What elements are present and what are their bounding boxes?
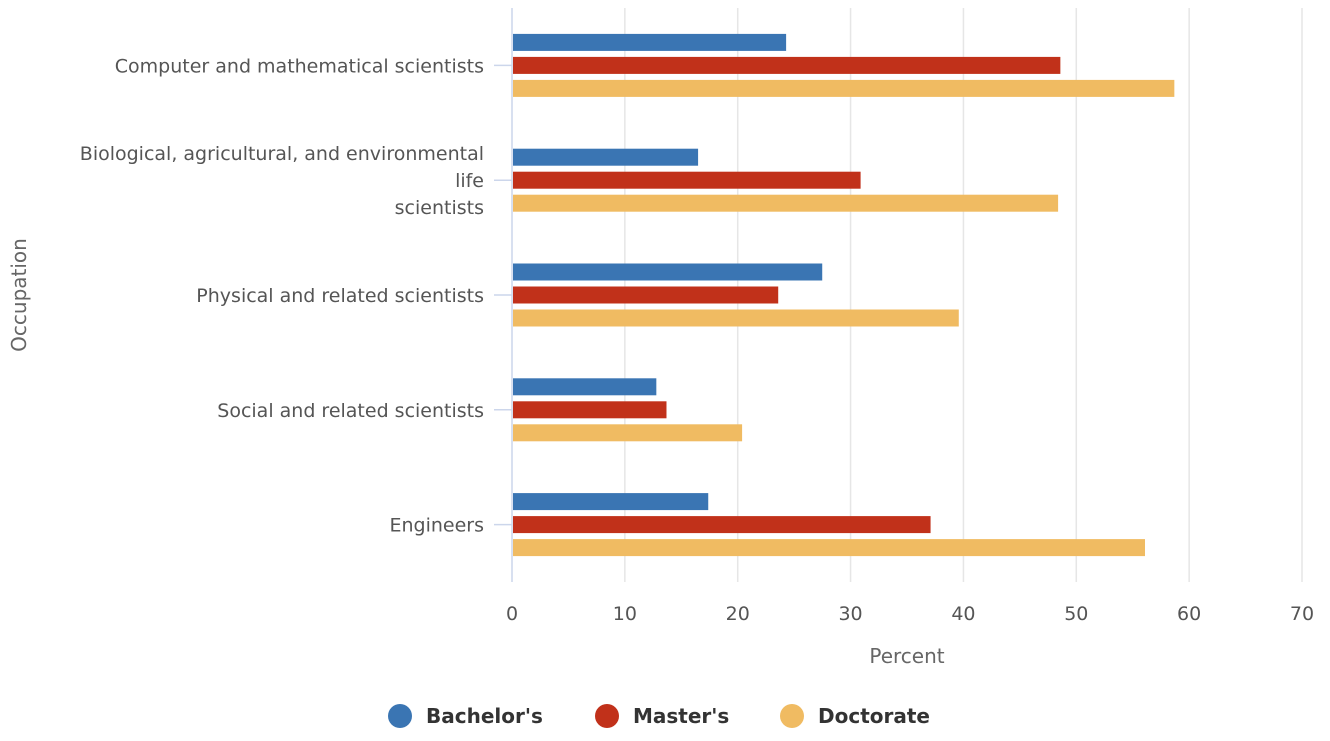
gridlines bbox=[624, 8, 1303, 582]
bar bbox=[513, 79, 1175, 97]
category-labels: Computer and mathematical scientists Biol… bbox=[80, 55, 512, 537]
legend-marker bbox=[595, 704, 619, 728]
category-label-line: Biological, agricultural, and environmen… bbox=[80, 143, 484, 165]
y-axis-title: Occupation bbox=[7, 238, 31, 352]
bar bbox=[513, 539, 1145, 557]
category-label-line: Social and related scientists bbox=[217, 400, 484, 422]
category-label: Social and related scientists bbox=[217, 400, 484, 422]
legend-label: Bachelor's bbox=[426, 704, 543, 728]
bar bbox=[513, 378, 657, 396]
x-tick-label: 10 bbox=[613, 603, 637, 625]
bar bbox=[513, 171, 861, 189]
x-tick-label: 30 bbox=[838, 603, 862, 625]
category-label-line: Computer and mathematical scientists bbox=[115, 55, 484, 77]
bar bbox=[513, 286, 779, 304]
x-tick-label: 70 bbox=[1290, 603, 1314, 625]
category-label: Engineers bbox=[389, 515, 484, 537]
legend: Bachelor's Master's Doctorate bbox=[388, 704, 930, 728]
x-tick-label: 60 bbox=[1177, 603, 1201, 625]
category-label-line: Engineers bbox=[389, 515, 484, 537]
category-label-line: life bbox=[455, 170, 484, 192]
x-tick-label: 0 bbox=[506, 603, 518, 625]
bar bbox=[513, 148, 699, 166]
category-label: Physical and related scientists bbox=[196, 285, 484, 307]
bar bbox=[513, 401, 667, 419]
bar bbox=[513, 33, 787, 51]
category-label: Biological, agricultural, and environmen… bbox=[80, 143, 484, 219]
bar bbox=[513, 493, 709, 511]
category-label: Computer and mathematical scientists bbox=[115, 55, 484, 77]
legend-label: Master's bbox=[633, 704, 729, 728]
x-axis-ticks: 0 10 20 30 40 50 60 70 bbox=[506, 603, 1314, 625]
x-tick-label: 50 bbox=[1064, 603, 1088, 625]
bar bbox=[513, 516, 931, 534]
bar bbox=[513, 263, 823, 281]
bar bbox=[513, 194, 1059, 212]
bars bbox=[513, 33, 1175, 557]
category-label-line: Physical and related scientists bbox=[196, 285, 484, 307]
x-tick-label: 40 bbox=[951, 603, 975, 625]
x-axis-title: Percent bbox=[869, 644, 944, 668]
legend-marker bbox=[780, 704, 804, 728]
legend-marker bbox=[388, 704, 412, 728]
category-label-line: scientists bbox=[395, 197, 484, 219]
legend-label: Doctorate bbox=[818, 704, 930, 728]
bar bbox=[513, 56, 1061, 74]
bar bbox=[513, 424, 743, 442]
bar bbox=[513, 309, 959, 327]
x-tick-label: 20 bbox=[726, 603, 750, 625]
